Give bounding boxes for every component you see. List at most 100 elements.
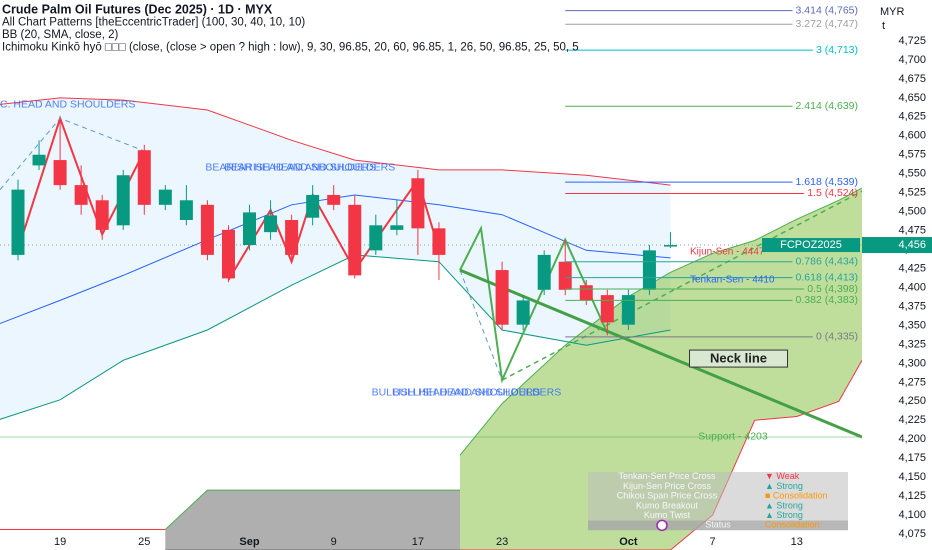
pattern-label: C. HEAD AND SHOULDERS — [0, 98, 135, 110]
y-tick-label: 4,550 — [898, 168, 926, 180]
x-tick-label: Sep — [239, 536, 259, 548]
level-label: 0.5 (4,398) — [807, 283, 858, 295]
y-tick-label: 4,700 — [898, 54, 926, 66]
ticker-tag — [762, 238, 860, 253]
candle-body — [516, 300, 530, 325]
y-tick-label: 4,250 — [898, 395, 926, 407]
signal-name: Kijun-Sen Price Cross — [623, 481, 712, 491]
kumo-lower-edge — [460, 360, 862, 550]
candle-body — [495, 270, 509, 325]
x-tick-label: 19 — [54, 536, 66, 548]
y-tick-label: 4,125 — [898, 490, 926, 502]
y-tick-label: 4,200 — [898, 433, 926, 445]
signal-status: ■ Consolidation — [765, 491, 827, 501]
y-tick-label: 4,325 — [898, 338, 926, 350]
signal-name: Tenkan-Sen Price Cross — [618, 471, 716, 481]
candle-body — [558, 261, 572, 290]
kumo-upper-edge — [164, 489, 460, 530]
ichimoku-label: Kijun-Sen - 4447 — [690, 247, 765, 258]
y-tick-label: 4,275 — [898, 376, 926, 388]
y-tick-label: 4,150 — [898, 471, 926, 483]
y-tick-label: 4,225 — [898, 414, 926, 426]
pattern-label: BULLISH HEAD AND SHOULDERS — [372, 387, 541, 399]
y-tick-label: 4,300 — [898, 357, 926, 369]
candle-body — [137, 150, 151, 205]
candle-body — [264, 215, 278, 233]
y-tick-label: 4,375 — [898, 300, 926, 312]
pattern-line — [501, 190, 862, 381]
level-label: 1.5 (4,524) — [807, 187, 858, 199]
signal-name: Kumo Breakout — [636, 500, 699, 510]
signal-status: Consolidation — [765, 520, 820, 530]
candle-body — [411, 178, 425, 229]
candle-body — [11, 189, 25, 255]
level-label: 3 (4,713) — [816, 44, 858, 56]
indicator-label: Ichimoku Kinkō hyō □□□ (close, (close > … — [2, 42, 579, 54]
candle-body — [600, 295, 614, 323]
y-tick-label: 4,600 — [898, 130, 926, 142]
y-tick-label: 4,725 — [898, 35, 926, 47]
candle-body — [95, 200, 109, 230]
y-tick-label: 4,400 — [898, 281, 926, 293]
indicator-label: All Chart Patterns [theEccentricTrader] … — [2, 17, 305, 29]
y-tick-label: 4,675 — [898, 73, 926, 85]
candle-body — [537, 254, 551, 290]
candle-body — [663, 245, 677, 247]
candle-body — [243, 212, 257, 246]
candle-body — [221, 229, 235, 279]
bollinger-upper — [0, 97, 671, 186]
candle-body — [390, 225, 404, 230]
x-tick-label: 23 — [496, 536, 508, 548]
x-tick-label: 7 — [710, 536, 716, 548]
bollinger-lower — [0, 254, 671, 420]
signals-status-row — [588, 520, 848, 531]
candle-body — [32, 154, 46, 166]
pattern-label: BULLISH HEAD AND SHOULDERS — [393, 387, 562, 399]
currency-note: t — [882, 20, 885, 32]
y-tick-label: 4,425 — [898, 262, 926, 274]
ichimoku-label: Tenkan-Sen - 4410 — [690, 275, 775, 286]
x-tick-label: 17 — [412, 536, 424, 548]
pattern-label: BEARISH HEAD AND SHOULDERS — [205, 161, 376, 173]
level-label: 0.618 (4,413) — [796, 271, 858, 283]
candle-body — [53, 160, 67, 186]
y-tick-label: 4,175 — [898, 452, 926, 464]
y-tick-label: 4,350 — [898, 319, 926, 331]
signal-name: Status — [705, 520, 731, 530]
y-tick-label: 4,650 — [898, 92, 926, 104]
y-tick-label: 4,075 — [898, 528, 926, 540]
kumo-cloud — [165, 490, 461, 550]
candle-body — [432, 228, 446, 255]
bollinger-fill — [0, 97, 671, 420]
candle-body — [116, 175, 130, 226]
chart-title: Crude Palm Oil Futures (Dec 2025) · 1D ·… — [2, 2, 273, 16]
plot-area: Support - 4203 3.414 (4,765) 3.272 (4,747)… — [0, 4, 862, 550]
candle-body — [158, 189, 172, 205]
candle-body — [179, 200, 193, 220]
candle-body — [348, 204, 362, 276]
candle-body — [74, 185, 88, 205]
indicator-label: BB (20, SMA, close, 2) — [2, 29, 118, 41]
pattern-line — [459, 268, 862, 439]
y-tick-label: 4,575 — [898, 149, 926, 161]
signal-status: ▼ Weak — [765, 471, 800, 481]
level-label: 1.618 (4,539) — [796, 176, 858, 188]
ticker-label: FCPOZ2025 — [780, 239, 842, 251]
neckline-label: Neck line — [710, 351, 767, 366]
y-tick-label: 4,475 — [898, 225, 926, 237]
support-label: Support - 4203 — [698, 431, 768, 443]
candle-body — [621, 295, 635, 325]
candle-body — [369, 225, 383, 251]
currency-label: MYR — [880, 6, 905, 18]
bollinger-basis — [0, 194, 671, 325]
signal-name: Chikou Span Price Cross — [617, 491, 718, 501]
candle-body — [642, 250, 656, 290]
y-tick-label: 4,100 — [898, 509, 926, 521]
x-tick-label: 13 — [791, 536, 803, 548]
neckline-box — [689, 349, 789, 368]
candle-body — [327, 194, 341, 205]
kumo-cloud — [460, 188, 862, 550]
